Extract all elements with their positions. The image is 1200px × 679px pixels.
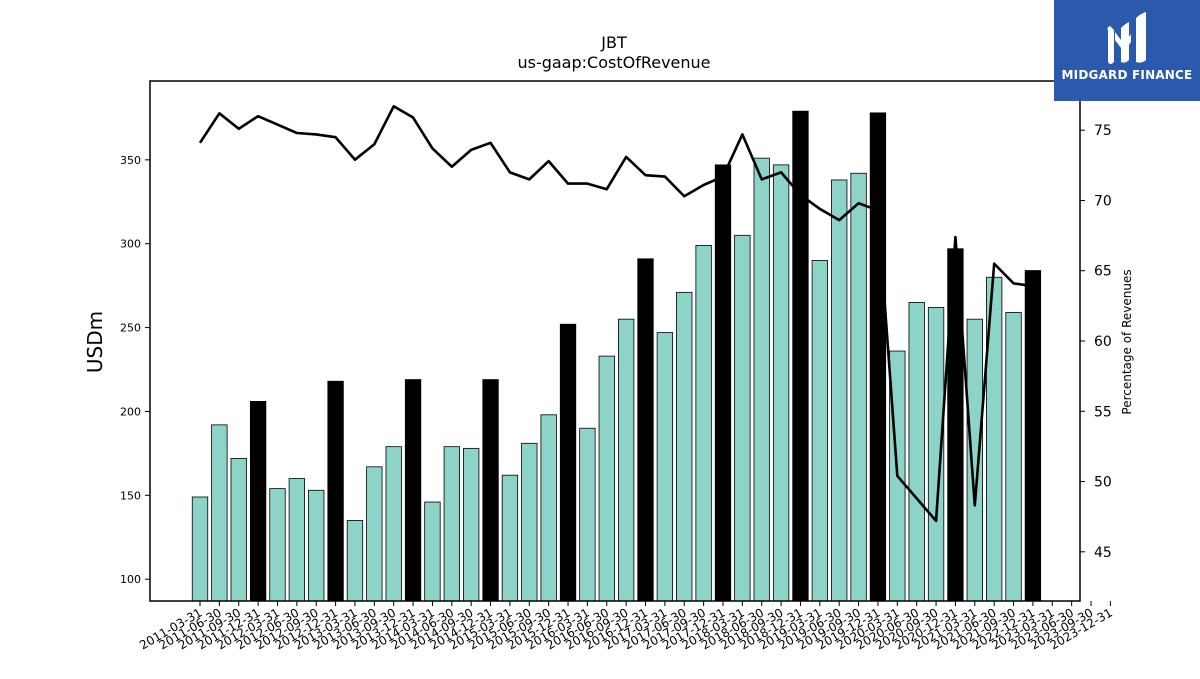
y2-tick-label: 60 [1094,334,1112,350]
bar-quarter [831,179,848,602]
bar-quarter [269,488,286,602]
y2-tick-label: 55 [1094,404,1112,420]
bar-quarter [676,291,693,602]
bar-quarter [211,424,228,602]
bar-quarter [230,458,247,602]
bar-quarter [908,302,925,602]
bar-year-end [637,258,654,602]
bar-quarter [521,442,538,602]
bars-layer [191,110,1042,602]
midgard-m-logo-icon [1107,12,1146,64]
bar-quarter [656,332,674,602]
y2-tick-label: 70 [1094,193,1112,209]
bar-quarter [734,234,751,602]
brand-logo: MIDGARD FINANCE [1054,0,1200,101]
bar-quarter [579,427,596,602]
bar-quarter [385,446,402,602]
bar-year-end [404,379,422,602]
bar-year-end [869,112,887,602]
bar-year-end [559,323,577,602]
bar-quarter [191,496,209,602]
y-axis-label: USDm [83,311,107,373]
y2-tick-label: 75 [1094,123,1112,139]
bar-quarter [366,466,383,602]
brand-name: MIDGARD FINANCE [1061,68,1193,82]
y-tick-label: 350 [120,154,141,167]
bar-quarter [424,501,441,602]
chart-subtitle: us-gaap:CostOfRevenue [517,53,710,72]
bar-quarter [850,172,867,602]
y2-axis-label: Percentage of Revenues [1120,269,1134,414]
y-tick-label: 250 [120,322,141,335]
bar-year-end [1024,270,1042,602]
bar-year-end [327,380,344,602]
bar-quarter [966,318,983,602]
chart-title: JBT [600,33,627,52]
axes-layer: 100150200250300350455055606570752011-03-… [120,80,1115,652]
bar-year-end [249,400,267,602]
bar-quarter [443,446,460,602]
y-tick-label: 300 [120,238,141,251]
bar-quarter [1005,312,1022,602]
bar-quarter [288,478,306,602]
y-tick-label: 200 [120,405,141,418]
bar-quarter [753,157,770,602]
percentage-of-revenues-line [198,105,1034,523]
bar-quarter [501,474,519,602]
bar-quarter [308,489,325,602]
percentage-line-layer [198,105,1034,523]
bar-quarter [346,520,364,602]
bar-quarter [811,260,828,602]
y-tick-label: 100 [120,573,141,586]
bar-quarter [617,318,635,602]
y-tick-label: 150 [120,489,141,502]
bar-quarter [695,244,712,602]
bar-quarter [540,414,557,602]
bar-year-end [792,110,809,602]
bar-year-end [714,164,732,602]
bar-quarter [463,447,480,602]
y2-tick-label: 65 [1094,264,1112,280]
y2-tick-label: 45 [1094,545,1112,561]
y2-tick-label: 50 [1094,475,1112,491]
bar-year-end [482,379,499,602]
bar-quarter [772,164,790,602]
bar-quarter [598,355,615,602]
